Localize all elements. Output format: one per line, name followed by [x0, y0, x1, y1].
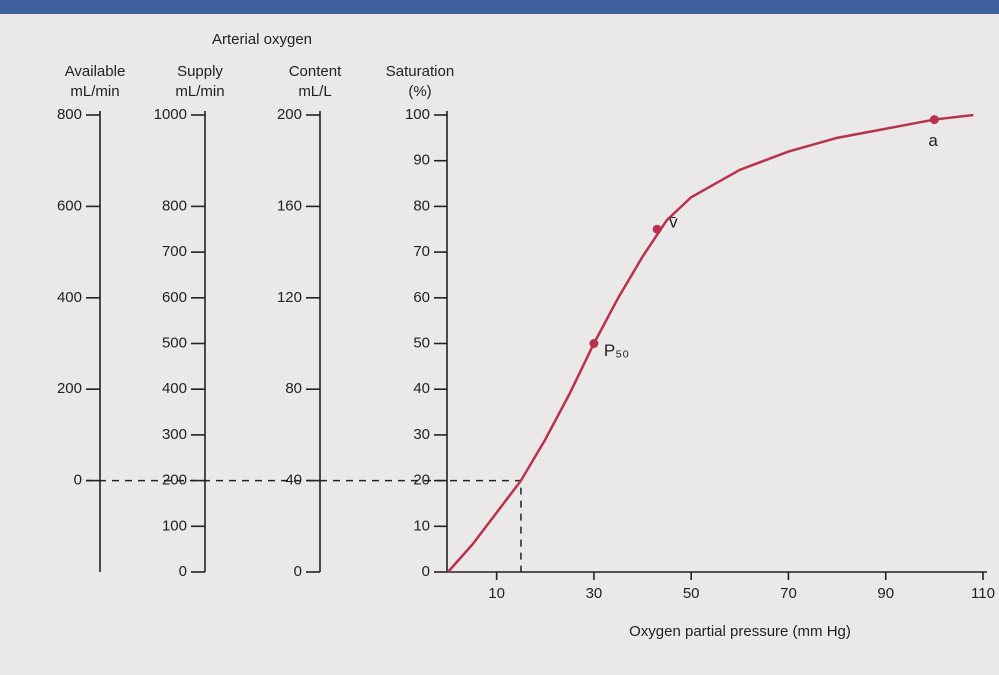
x-axis-label: Oxygen partial pressure (mm Hg) [629, 623, 851, 640]
y-tick-label: 20 [413, 472, 430, 489]
x-tick-label: 50 [683, 585, 700, 602]
y-tick-label: 70 [413, 243, 430, 260]
axis-header: Available [65, 63, 126, 80]
point [589, 339, 599, 348]
point [929, 115, 939, 125]
y-tick-label: 300 [162, 426, 187, 443]
y-tick-label: 0 [422, 563, 430, 580]
y-tick-label: 400 [162, 380, 187, 397]
y-tick-label: 10 [413, 517, 430, 534]
y-tick-label: 400 [57, 289, 82, 306]
y-tick-label: 90 [413, 152, 430, 169]
y-tick-label: 700 [162, 243, 187, 260]
point-label: v̄ [669, 213, 678, 232]
x-tick-label: 30 [586, 585, 603, 602]
y-tick-label: 40 [285, 472, 302, 489]
point [652, 224, 662, 234]
x-tick-label: 110 [971, 585, 995, 602]
axis-header: mL/min [70, 83, 119, 100]
x-tick-label: 10 [488, 585, 505, 602]
y-tick-label: 0 [294, 563, 302, 580]
axis-header: Supply [177, 63, 223, 80]
header: Arterial oxygen [212, 31, 312, 48]
y-tick-label: 100 [405, 106, 430, 123]
y-tick-label: 200 [57, 380, 82, 397]
y-tick-label: 80 [413, 197, 430, 214]
top-banner [0, 0, 999, 14]
y-tick-label: 600 [57, 197, 82, 214]
y-tick-label: 1000 [154, 106, 187, 123]
y-tick-label: 800 [162, 197, 187, 214]
y-tick-label: 0 [179, 563, 187, 580]
y-tick-label: 100 [162, 517, 187, 534]
axis-header: Content [289, 63, 342, 80]
axis-header: mL/min [175, 83, 224, 100]
point-label: a [928, 131, 938, 150]
y-tick-label: 60 [413, 289, 430, 306]
axis-header: mL/L [298, 83, 331, 100]
point-label: P₅₀ [604, 341, 629, 360]
y-tick-label: 80 [285, 380, 302, 397]
y-tick-label: 50 [413, 334, 430, 351]
x-tick-label: 90 [877, 585, 894, 602]
y-tick-label: 40 [413, 380, 430, 397]
y-tick-label: 200 [277, 106, 302, 123]
y-tick-label: 120 [277, 289, 302, 306]
y-tick-label: 30 [413, 426, 430, 443]
y-tick-label: 200 [162, 472, 187, 489]
x-tick-label: 70 [780, 585, 797, 602]
y-tick-label: 160 [277, 197, 302, 214]
y-tick-label: 800 [57, 106, 82, 123]
y-tick-label: 500 [162, 334, 187, 351]
y-tick-label: 600 [162, 289, 187, 306]
axis-header: (%) [408, 83, 431, 100]
y-tick-label: 0 [74, 472, 82, 489]
axis-header: Saturation [386, 63, 454, 80]
curve [447, 113, 974, 573]
